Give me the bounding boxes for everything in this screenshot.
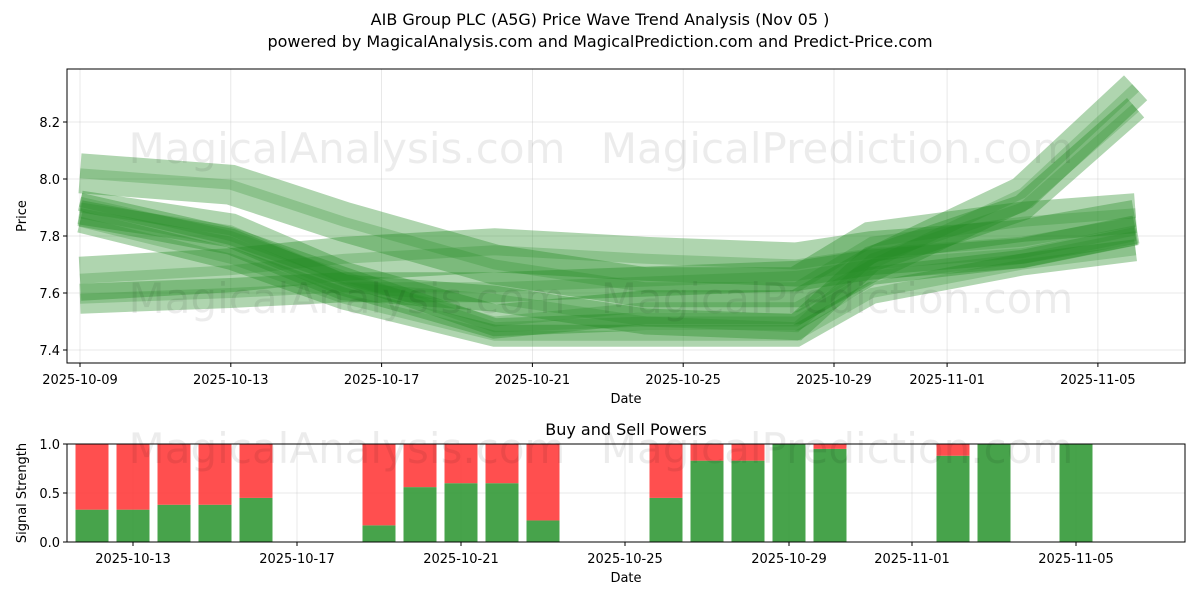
powers-title: Buy and Sell Powers	[545, 420, 707, 439]
price-y-label: Price	[15, 200, 30, 232]
powers-y-tick-label: 1.0	[39, 438, 60, 453]
sell-bar	[813, 444, 847, 449]
buy-bar	[485, 483, 519, 542]
price-wave-band	[78, 200, 1140, 301]
price-x-tick-label: 2025-10-13	[193, 373, 269, 388]
powers-y-tick-label: 0.0	[39, 536, 60, 551]
chart-title: AIB Group PLC (A5G) Price Wave Trend Ana…	[371, 10, 830, 29]
watermark-text: MagicalAnalysis.com	[129, 424, 566, 473]
price-y-ticks: 7.4 7.6 7.8 8.0 8.2	[39, 116, 67, 359]
buy-bar	[772, 444, 806, 542]
buy-bar	[690, 460, 724, 542]
sell-bar	[444, 444, 478, 484]
buy-bar	[157, 504, 191, 542]
price-axes-frame	[66, 68, 1186, 364]
buy-bar	[936, 455, 970, 542]
powers-x-tick-label: 2025-10-29	[751, 552, 827, 567]
price-y-tick-label: 7.6	[39, 287, 60, 302]
price-wave-core	[78, 196, 1137, 333]
sell-bar	[403, 444, 437, 488]
price-wave-band	[77, 75, 1148, 339]
watermark-text: MagicalAnalysis.com	[129, 274, 566, 323]
sell-bar	[526, 444, 560, 521]
buy-bar	[731, 460, 765, 542]
powers-y-tick-label: 0.5	[39, 487, 60, 502]
price-x-tick-label: 2025-10-09	[42, 373, 118, 388]
sell-bar	[936, 444, 970, 456]
price-wave-bands	[77, 75, 1148, 347]
price-wave-core	[79, 104, 1139, 333]
watermark-text: MagicalPrediction.com	[601, 124, 1074, 173]
buy-bar	[444, 483, 478, 542]
price-wave-band	[77, 211, 1137, 347]
powers-x-label: Date	[610, 571, 641, 586]
watermark-text: MagicalPrediction.com	[601, 424, 1074, 473]
buy-bar	[116, 509, 150, 542]
buy-bar	[977, 444, 1011, 542]
price-y-tick-label: 7.8	[39, 230, 60, 245]
price-x-tick-label: 2025-10-29	[796, 373, 872, 388]
powers-y-label: Signal Strength	[15, 443, 30, 543]
buy-bar	[403, 487, 437, 542]
buy-bar	[813, 448, 847, 542]
price-wave-core	[79, 84, 1140, 327]
sell-bar	[649, 444, 683, 498]
powers-y-ticks: 0.0 0.5 1.0	[39, 438, 67, 551]
sell-bar	[239, 444, 273, 498]
powers-bars	[75, 444, 1093, 542]
powers-x-tick-label: 2025-10-17	[259, 552, 335, 567]
powers-x-tick-label: 2025-10-13	[95, 552, 171, 567]
sell-bar	[362, 444, 396, 526]
sell-bar	[157, 444, 191, 505]
price-y-tick-label: 7.4	[39, 344, 60, 359]
buy-bar	[239, 497, 273, 542]
price-x-tick-label: 2025-11-01	[909, 373, 985, 388]
powers-x-tick-label: 2025-10-21	[423, 552, 499, 567]
powers-watermarks: MagicalAnalysis.com MagicalPrediction.com	[129, 424, 1074, 473]
sell-bar	[116, 444, 150, 510]
powers-x-tick-label: 2025-10-25	[587, 552, 663, 567]
price-x-label: Date	[610, 392, 641, 407]
price-y-tick-label: 8.0	[39, 173, 60, 188]
watermark-text: MagicalPrediction.com	[601, 274, 1074, 323]
buy-bar	[649, 497, 683, 542]
price-wave-core	[79, 225, 1137, 304]
price-wave-core	[79, 168, 1136, 293]
powers-x-ticks: 2025-10-13 2025-10-17 2025-10-21 2025-10-25…	[95, 542, 1114, 567]
chart-subtitle: powered by MagicalAnalysis.com and Magic…	[267, 32, 932, 51]
price-x-tick-label: 2025-10-21	[495, 373, 571, 388]
price-wave-band	[79, 215, 1139, 314]
watermark-text: MagicalAnalysis.com	[129, 124, 566, 173]
sell-bar	[485, 444, 519, 484]
price-y-tick-label: 8.2	[39, 116, 60, 131]
price-x-ticks: 2025-10-09 2025-10-13 2025-10-17 2025-10-21…	[42, 363, 1136, 388]
price-grid	[67, 69, 1185, 363]
powers-x-tick-label: 2025-11-05	[1038, 552, 1114, 567]
price-wave-band	[78, 153, 1138, 308]
price-wave-band	[77, 98, 1145, 341]
powers-x-tick-label: 2025-11-01	[874, 552, 950, 567]
sell-bar	[198, 444, 232, 505]
buy-bar	[526, 520, 560, 542]
sell-bar	[731, 444, 765, 461]
buy-bar	[75, 509, 109, 542]
sell-bar	[75, 444, 109, 510]
price-watermarks: MagicalAnalysis.com MagicalPrediction.com…	[129, 124, 1074, 323]
price-wave-core	[79, 216, 1137, 284]
sell-bar	[690, 444, 724, 461]
buy-bar	[198, 504, 232, 542]
buy-bar	[362, 525, 396, 542]
price-wave-band	[78, 193, 1138, 337]
buy-bar	[1059, 444, 1093, 542]
price-wave-core	[78, 216, 1137, 341]
price-x-tick-label: 2025-11-05	[1060, 373, 1136, 388]
price-x-tick-label: 2025-10-17	[344, 373, 420, 388]
price-x-tick-label: 2025-10-25	[645, 373, 721, 388]
